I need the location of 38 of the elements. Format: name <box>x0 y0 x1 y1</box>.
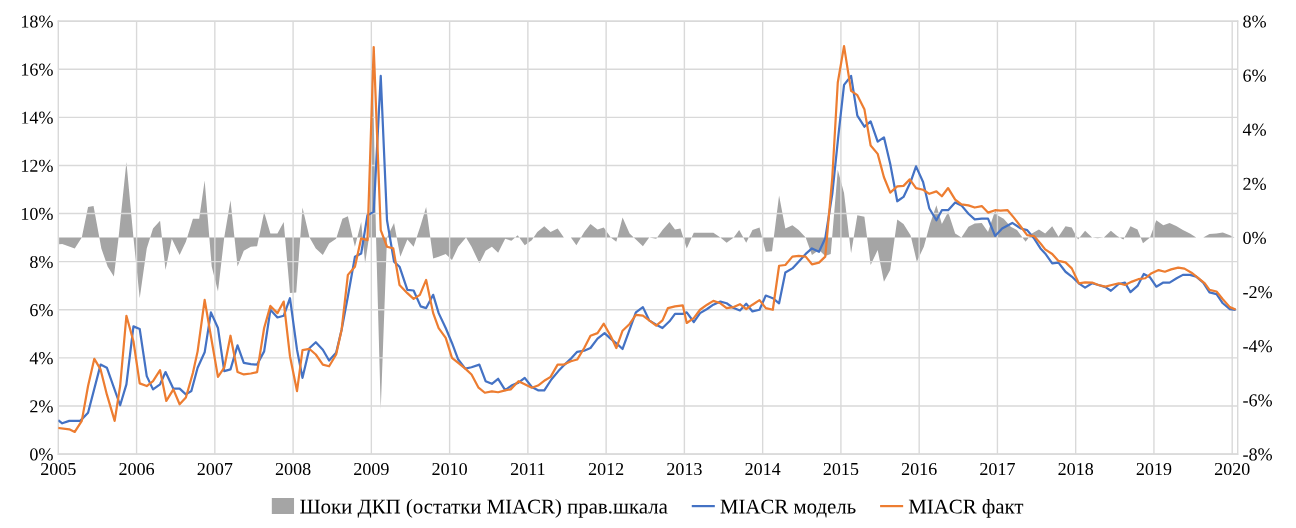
y-tick-label: 2% <box>30 400 53 413</box>
x-tick-label: 2020 <box>1214 462 1250 476</box>
y-tick-label: 12% <box>21 159 53 172</box>
y-tick-label: 4% <box>29 352 53 365</box>
y2-tick-label: 2% <box>1243 177 1266 190</box>
legend-label: Шоки ДКП (остатки MIACR) прав.шкала <box>300 498 668 518</box>
x-tick-label: 2013 <box>667 462 702 476</box>
y2-tick-label: 6% <box>1243 69 1266 82</box>
y-tick-label: 16% <box>21 63 53 76</box>
x-tick-label: 2012 <box>588 462 624 476</box>
y2-tick-label: -2% <box>1243 285 1273 299</box>
x-tick-label: 2010 <box>432 462 467 476</box>
x-tick-label: 2006 <box>119 462 155 476</box>
y2-tick-label: -8% <box>1243 448 1273 461</box>
y-tick-label: 0% <box>30 448 53 461</box>
x-tick-label: 2005 <box>41 462 76 476</box>
legend-label: MIACR факт <box>908 498 1024 518</box>
y2-tick-label: -4% <box>1243 340 1273 353</box>
y2-tick-label: 0% <box>1243 231 1266 245</box>
x-tick-label: 2016 <box>901 462 937 476</box>
y-tick-label: 6% <box>30 304 53 317</box>
legend-label: MIACR модель <box>720 499 856 518</box>
y2-tick-label: 4% <box>1242 123 1266 136</box>
x-tick-label: 2019 <box>1136 462 1172 476</box>
x-tick-label: 2015 <box>823 462 859 476</box>
y-tick-label: 10% <box>21 207 53 221</box>
x-tick-label: 2011 <box>510 462 545 476</box>
x-tick-label: 2008 <box>275 462 311 476</box>
x-tick-label: 2017 <box>980 462 1015 476</box>
x-tick-label: 2014 <box>745 462 781 476</box>
y-tick-label: 18% <box>21 15 53 28</box>
x-tick-label: 2009 <box>354 462 389 476</box>
y-tick-label: 14% <box>21 111 53 124</box>
y-tick-label: 8% <box>30 255 53 269</box>
y2-tick-label: 8% <box>1243 15 1266 28</box>
x-tick-label: 2007 <box>197 462 233 476</box>
x-tick-label: 2018 <box>1058 462 1094 476</box>
y2-tick-label: -6% <box>1243 394 1273 407</box>
